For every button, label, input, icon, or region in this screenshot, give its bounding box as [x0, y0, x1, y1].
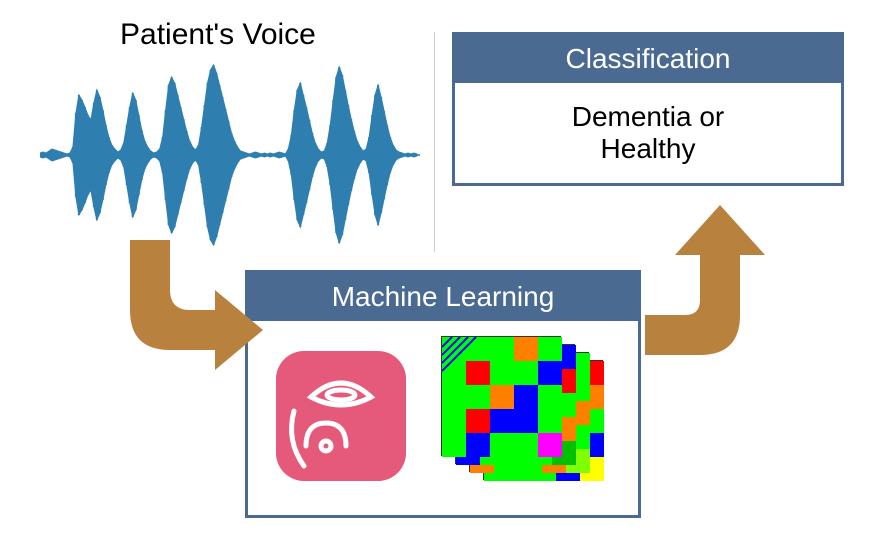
arrow-down-right-icon	[95, 235, 270, 385]
voice-title: Patient's Voice	[120, 18, 316, 52]
classification-box: Classification Dementia or Healthy	[452, 32, 844, 186]
classification-header: Classification	[455, 35, 841, 83]
classification-line2: Healthy	[463, 133, 833, 165]
waveform-svg	[40, 60, 420, 250]
classification-line1: Dementia or	[463, 101, 833, 133]
vocal-tract-icon	[276, 351, 406, 481]
ml-header: Machine Learning	[248, 273, 638, 321]
ml-box: Machine Learning	[245, 270, 641, 518]
heatmap-stack	[441, 336, 611, 496]
ml-body	[248, 321, 638, 511]
arrow-ml-to-classification	[640, 200, 790, 370]
heatmap-layer	[441, 336, 561, 456]
waveform	[40, 60, 420, 250]
classification-body: Dementia or Healthy	[455, 83, 841, 183]
vocal-tract-svg	[276, 351, 406, 481]
vertical-divider	[434, 32, 435, 252]
